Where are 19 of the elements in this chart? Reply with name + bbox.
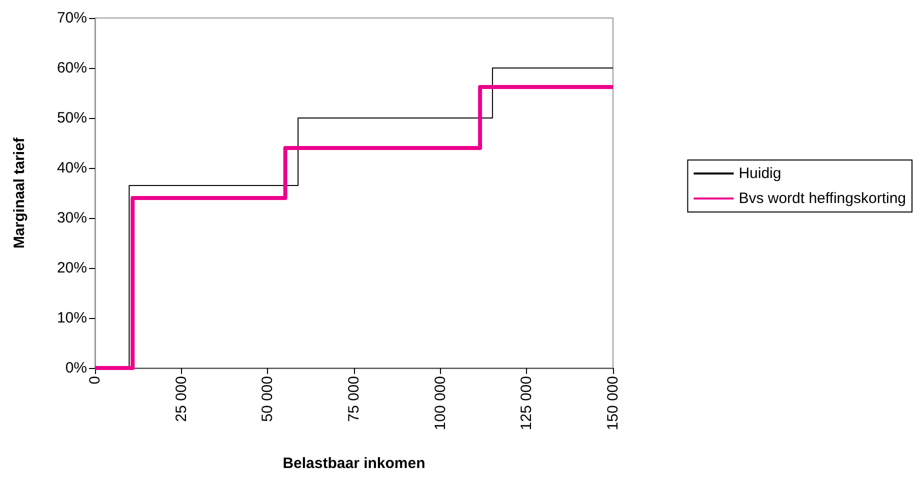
- legend-label: Huidig: [738, 165, 782, 182]
- y-tick-label: 0%: [65, 360, 87, 376]
- x-tick-label: 75 000: [346, 376, 362, 422]
- y-tick-label: 20%: [56, 260, 87, 276]
- y-tick-label: 60%: [56, 60, 87, 76]
- y-tick-label: 10%: [56, 310, 87, 326]
- x-tick-label: 0: [86, 376, 104, 384]
- x-tick-label: 50 000: [259, 376, 276, 422]
- x-tick-label: 100 000: [432, 376, 449, 430]
- x-tick-label: 25 000: [172, 376, 190, 422]
- y-tick-label: 50%: [56, 110, 87, 126]
- y-axis-title: Marginaal tarief: [11, 136, 28, 248]
- legend-label: Bvs wordt heffingskorting: [738, 190, 906, 207]
- x-tick-label: 150 000: [604, 376, 622, 430]
- y-tick-label: 70%: [56, 10, 87, 26]
- y-tick-label: 40%: [56, 160, 87, 176]
- x-axis-title: Belastbaar inkomen: [282, 455, 426, 472]
- x-tick-label: 125 000: [518, 376, 536, 430]
- y-tick-label: 30%: [56, 210, 87, 226]
